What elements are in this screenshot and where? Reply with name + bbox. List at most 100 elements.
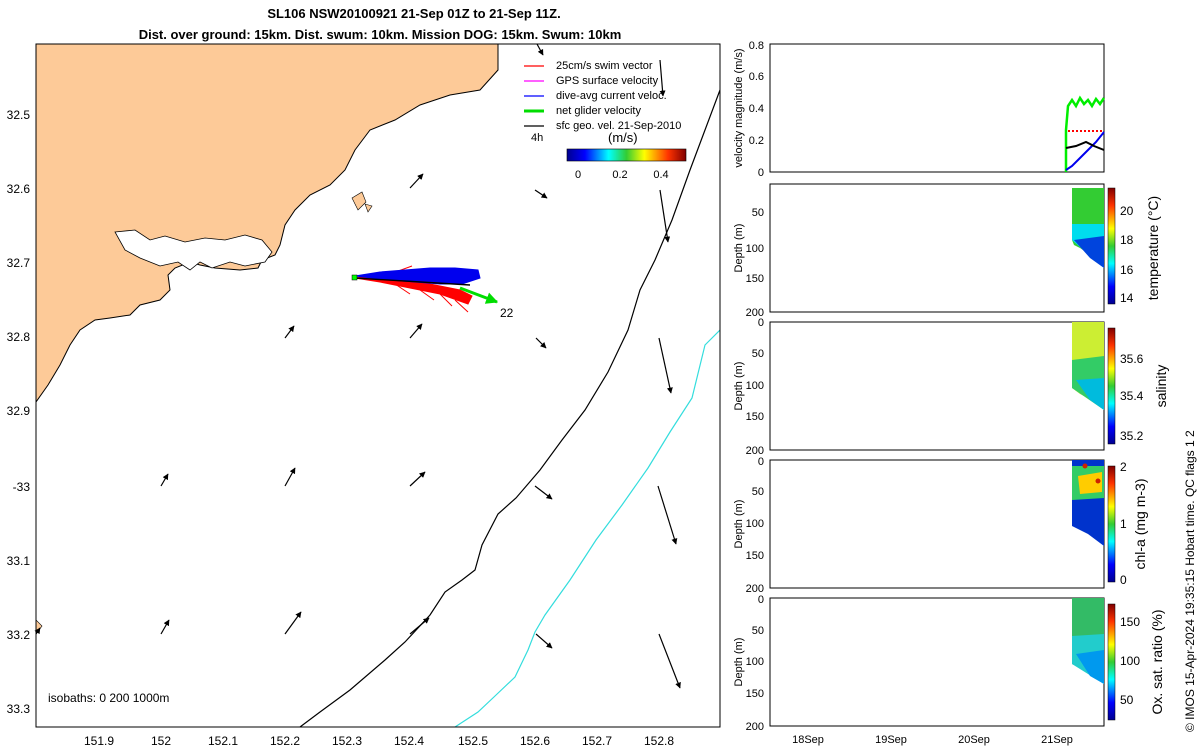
speed-colorbar bbox=[566, 148, 687, 162]
lat-axis-ticks: 32.5 32.6 32.7 32.8 32.9 -33 33.1 33.2 3… bbox=[7, 108, 31, 716]
chla-panel: Depth (m) bbox=[733, 459, 1105, 589]
glider-track: 22 bbox=[351, 265, 514, 320]
legend-label: dive-avg current veloc. bbox=[556, 90, 667, 102]
svg-text:35.6: 35.6 bbox=[1120, 352, 1144, 366]
copyright-note: © IMOS 15-Apr-2024 19:35:15 Hobart time.… bbox=[1183, 430, 1197, 732]
legend-label: GPS surface velocity bbox=[556, 75, 659, 87]
oxygen-panel: Depth (m) bbox=[733, 597, 1105, 727]
svg-text:100: 100 bbox=[1120, 654, 1140, 668]
svg-text:152: 152 bbox=[151, 734, 171, 748]
isobaths-label: isobaths: 0 200 1000m bbox=[48, 691, 169, 705]
map-plot: 22 25cm/s swim vector GPS surface veloci… bbox=[7, 43, 721, 748]
svg-text:0: 0 bbox=[758, 317, 764, 329]
svg-text:152.5: 152.5 bbox=[458, 734, 488, 748]
svg-text:152.8: 152.8 bbox=[644, 734, 674, 748]
svg-text:152.1: 152.1 bbox=[208, 734, 238, 748]
geo-vector bbox=[409, 617, 430, 635]
svg-text:2: 2 bbox=[1120, 460, 1127, 474]
svg-text:Depth (m): Depth (m) bbox=[733, 362, 745, 411]
map-legend: 25cm/s swim vector GPS surface velocity … bbox=[524, 60, 687, 181]
svg-text:0.4: 0.4 bbox=[749, 103, 764, 115]
svg-text:Depth (m): Depth (m) bbox=[733, 224, 745, 273]
svg-text:16: 16 bbox=[1120, 263, 1134, 277]
svg-text:0: 0 bbox=[758, 594, 764, 606]
geo-vector bbox=[536, 43, 544, 56]
legend-item-net: net glider velocity bbox=[524, 105, 641, 117]
salinity-colorbar: 35.2 35.4 35.6 salinity bbox=[1107, 327, 1169, 445]
velocity-geo-line bbox=[1065, 140, 1105, 151]
svg-text:20: 20 bbox=[1120, 204, 1134, 218]
velocity-panel: 0 0.2 0.4 0.6 0.8 velocity magnitude (m/… bbox=[733, 40, 1106, 179]
svg-text:150: 150 bbox=[746, 273, 764, 285]
svg-text:100: 100 bbox=[746, 380, 764, 392]
svg-text:32.7: 32.7 bbox=[7, 256, 31, 270]
svg-text:200: 200 bbox=[746, 583, 764, 595]
svg-text:18Sep: 18Sep bbox=[792, 734, 824, 746]
svg-text:150: 150 bbox=[746, 411, 764, 423]
geo-vector bbox=[535, 337, 547, 349]
figure-title-line1: SL106 NSW20100921 21-Sep 01Z to 21-Sep 1… bbox=[267, 6, 561, 21]
velocity-ylabel: velocity magnitude (m/s) bbox=[733, 48, 745, 167]
figure-title-line2: Dist. over ground: 15km. Dist. swum: 10k… bbox=[138, 27, 622, 42]
geo-vector bbox=[658, 633, 681, 689]
svg-text:32.9: 32.9 bbox=[7, 404, 31, 418]
track-end-label: 22 bbox=[500, 306, 514, 320]
svg-text:salinity: salinity bbox=[1153, 365, 1169, 408]
svg-text:100: 100 bbox=[746, 518, 764, 530]
svg-text:152.3: 152.3 bbox=[332, 734, 362, 748]
svg-text:33.3: 33.3 bbox=[7, 702, 31, 716]
svg-text:21Sep: 21Sep bbox=[1041, 734, 1073, 746]
geo-vector bbox=[659, 189, 671, 243]
salinity-panel: Depth (m) bbox=[733, 321, 1105, 451]
svg-text:chl-a (mg m-3): chl-a (mg m-3) bbox=[1132, 478, 1148, 569]
svg-text:0: 0 bbox=[1120, 573, 1127, 587]
geo-vector bbox=[409, 323, 423, 339]
estuary bbox=[114, 229, 273, 271]
svg-text:0.4: 0.4 bbox=[653, 169, 668, 181]
svg-text:1: 1 bbox=[1120, 517, 1127, 531]
isobath-200m bbox=[299, 89, 720, 727]
geo-vector bbox=[534, 485, 553, 500]
colorbar-label: (m/s) bbox=[608, 130, 638, 145]
svg-text:0.2: 0.2 bbox=[612, 169, 627, 181]
svg-text:150: 150 bbox=[746, 550, 764, 562]
geo-vector bbox=[659, 59, 666, 97]
svg-text:50: 50 bbox=[752, 348, 764, 360]
oxygen-colorbar: 50 100 150 Ox. sat. ratio (%) bbox=[1107, 603, 1165, 721]
geo-vector bbox=[657, 485, 678, 545]
svg-text:35.2: 35.2 bbox=[1120, 429, 1144, 443]
svg-text:35.4: 35.4 bbox=[1120, 389, 1144, 403]
svg-text:0.8: 0.8 bbox=[749, 40, 764, 52]
svg-text:temperature (°C): temperature (°C) bbox=[1145, 196, 1161, 300]
svg-text:50: 50 bbox=[1120, 693, 1134, 707]
legend-label: net glider velocity bbox=[556, 105, 641, 117]
svg-text:151.9: 151.9 bbox=[84, 734, 114, 748]
velocity-dive-line bbox=[1065, 131, 1105, 171]
geo-vector bbox=[409, 173, 424, 189]
svg-text:32.6: 32.6 bbox=[7, 182, 31, 196]
svg-text:152.4: 152.4 bbox=[394, 734, 424, 748]
legend-label: 25cm/s swim vector bbox=[556, 60, 653, 72]
time-axis-ticks: 18Sep 19Sep 20Sep 21Sep bbox=[792, 734, 1073, 746]
svg-text:-33: -33 bbox=[13, 480, 31, 494]
svg-text:100: 100 bbox=[746, 243, 764, 255]
svg-text:50: 50 bbox=[752, 486, 764, 498]
svg-text:Depth (m): Depth (m) bbox=[733, 638, 745, 687]
geo-vector bbox=[284, 467, 296, 487]
svg-text:0.6: 0.6 bbox=[749, 71, 764, 83]
isobath-1000m bbox=[454, 329, 720, 727]
svg-text:32.8: 32.8 bbox=[7, 330, 31, 344]
svg-text:152.6: 152.6 bbox=[520, 734, 550, 748]
legend-label: sfc geo. vel. 21-Sep-2010 bbox=[556, 120, 681, 132]
velocity-net-line bbox=[1064, 95, 1106, 172]
svg-text:50: 50 bbox=[752, 625, 764, 637]
net-velocity-vector bbox=[459, 286, 499, 304]
svg-text:18: 18 bbox=[1120, 233, 1134, 247]
svg-text:0: 0 bbox=[758, 167, 764, 179]
lon-axis-ticks: 151.9 152 152.1 152.2 152.3 152.4 152.5 … bbox=[84, 734, 674, 748]
svg-text:200: 200 bbox=[746, 307, 764, 319]
svg-text:33.2: 33.2 bbox=[7, 628, 31, 642]
geo-vector bbox=[658, 337, 673, 394]
svg-text:152.7: 152.7 bbox=[582, 734, 612, 748]
